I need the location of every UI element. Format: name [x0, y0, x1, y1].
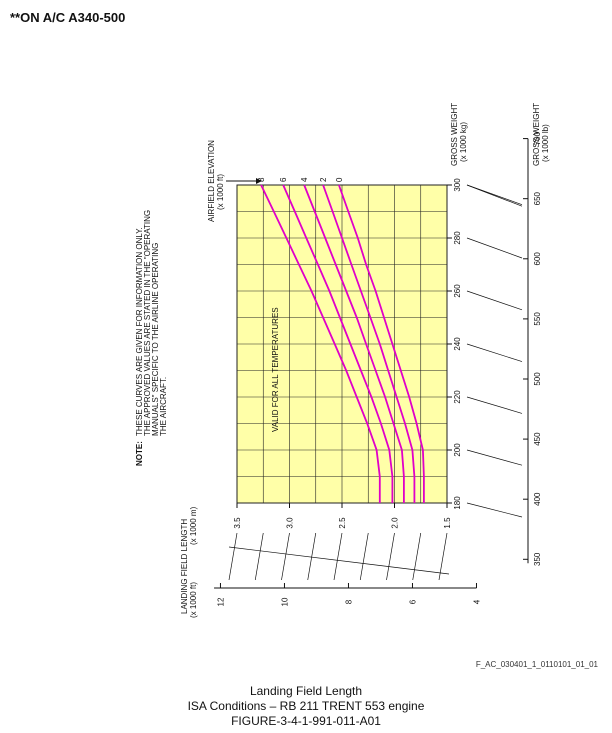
weight-conversion-edge	[466, 184, 523, 206]
ft-tick-label: 4	[473, 599, 482, 604]
weight-conversion-line	[466, 343, 523, 362]
landing-field-length-ft-unit: (x 1000 ft)	[189, 582, 198, 618]
weight-conversion-line	[466, 237, 523, 259]
x-tick-label: 260	[453, 284, 462, 298]
elevation-arrow-head	[256, 178, 262, 184]
curve-elevation-2	[322, 184, 416, 503]
landing-field-length-m-unit: (x 1000 m)	[189, 506, 198, 545]
curve-elevation-6	[282, 184, 394, 503]
secondary-axes: 350 400 450 500 550 600 650 700 4 6 8 10 12	[214, 131, 542, 606]
curve-label-4: 4	[300, 177, 309, 182]
x-axis-ticks: 180 200 220 240 260 280 300	[447, 178, 462, 510]
grid	[236, 184, 448, 504]
length-conversion-line	[228, 532, 238, 581]
curves	[260, 184, 425, 503]
curve-label-0: 0	[335, 177, 344, 182]
x-tick-label: 300	[453, 178, 462, 192]
x-tick-label: 200	[453, 443, 462, 457]
caption-subtitle: ISA Conditions – RB 211 TRENT 553 engine	[187, 699, 425, 713]
lb-tick-label: 650	[533, 191, 542, 205]
gross-weight-lb-label: GROSS WEIGHT	[532, 103, 541, 166]
x-tick-label: 280	[453, 231, 462, 245]
y-tick-label: 2.0	[391, 517, 400, 529]
caption-figure: FIGURE-3-4-1-991-011-A01	[231, 714, 381, 728]
airfield-elevation-unit: (x 1000 ft)	[216, 174, 225, 210]
x-tick-label: 180	[453, 496, 462, 510]
valid-temperatures-annotation: VALID FOR ALL TEMPERATURES	[271, 307, 280, 432]
figure-caption: Landing Field Length ISA Conditions – RB…	[0, 684, 612, 729]
curve-elevation-0	[338, 184, 425, 503]
y-tick-label: 2.5	[338, 517, 347, 529]
landing-field-length-label: LANDING FIELD LENGTH	[180, 519, 189, 614]
ft-tick-label: 8	[345, 599, 354, 604]
x-tick-label: 240	[453, 337, 462, 351]
note-line-3: MANUALS" SPECIFIC TO THE AIRLINE OPERATI…	[151, 243, 160, 436]
airfield-elevation-label: AIRFIELD ELEVATION	[207, 140, 216, 222]
lb-tick-label: 550	[533, 312, 542, 326]
lb-tick-label: 450	[533, 432, 542, 446]
curve-label-6: 6	[279, 177, 288, 182]
length-conversion-line	[438, 532, 448, 581]
ft-tick-label: 12	[217, 597, 226, 606]
weight-conversion-line	[466, 449, 523, 466]
note-line-4: THE AIRCRAFT.	[159, 377, 168, 436]
x-tick-label: 220	[453, 390, 462, 404]
ft-tick-label: 6	[409, 599, 418, 604]
curve-label-2: 2	[319, 177, 328, 182]
curve-label-8: 8	[257, 177, 266, 182]
lb-tick-label: 500	[533, 372, 542, 386]
y-tick-label: 3.0	[286, 517, 295, 529]
length-conversion-edge	[228, 546, 450, 575]
length-conversion-line	[333, 532, 343, 581]
weight-conversion-line	[466, 502, 523, 518]
note-line-2: THE APPROVED VALUES ARE STATED IN THE "O…	[143, 210, 152, 436]
length-conversion-line	[359, 532, 369, 581]
figure-id: F_AC_030401_1_0110101_01_01	[475, 660, 598, 669]
length-conversion-line	[412, 532, 422, 581]
caption-title: Landing Field Length	[249, 684, 363, 698]
gross-weight-kg-label: GROSS WEIGHT	[450, 103, 459, 166]
length-conversion-line	[307, 532, 317, 581]
series-labels: 0 2 4 6 8	[257, 177, 344, 182]
length-conversion-line	[254, 532, 264, 581]
weight-conversion-line	[466, 290, 523, 311]
gross-weight-kg-unit: (x 1000 kg)	[459, 122, 468, 162]
y-tick-label: 3.5	[233, 517, 242, 529]
length-conversion-line	[386, 532, 395, 581]
y-axis-ticks: 1.5 2.0 2.5 3.0 3.5	[233, 503, 452, 529]
lb-tick-label: 600	[533, 252, 542, 266]
note-line-1: THESE CURVES ARE GIVEN FOR INFORMATION O…	[135, 227, 144, 436]
lb-tick-label: 400	[533, 492, 542, 506]
gross-weight-lb-unit: (x 1000 lb)	[541, 124, 550, 162]
note-label: NOTE:	[135, 441, 144, 466]
lb-tick-label: 700	[533, 131, 542, 145]
ft-tick-label: 10	[281, 597, 290, 606]
weight-conversion-line	[466, 396, 523, 414]
length-conversion-line	[281, 532, 290, 581]
curve-elevation-8	[260, 184, 381, 503]
y-tick-label: 1.5	[443, 517, 452, 529]
curve-elevation-4	[303, 184, 405, 503]
page-header: **ON A/C A340-500	[10, 10, 126, 25]
lb-tick-label: 350	[533, 552, 542, 566]
